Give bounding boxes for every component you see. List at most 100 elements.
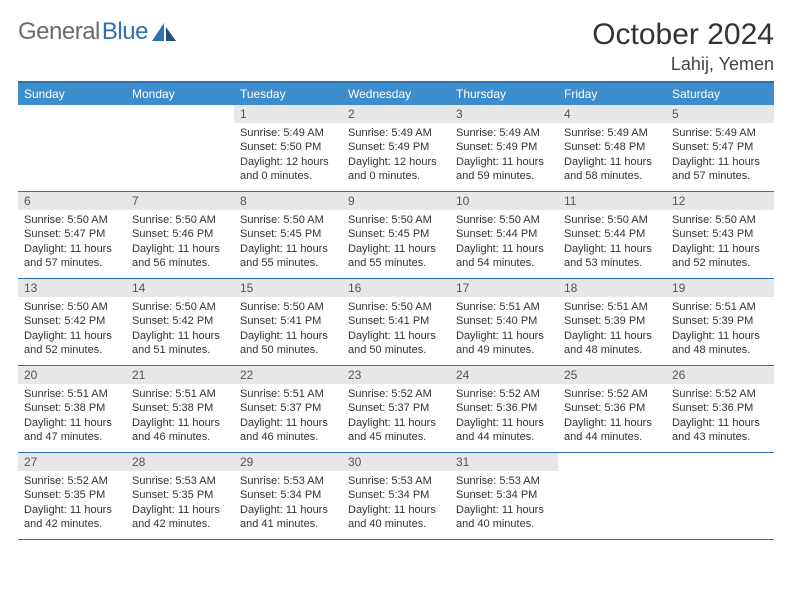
day-info: Sunrise: 5:50 AMSunset: 5:47 PMDaylight:… [18, 210, 126, 270]
day-info: Sunrise: 5:49 AMSunset: 5:49 PMDaylight:… [450, 123, 558, 183]
sunset-line: Sunset: 5:42 PM [24, 314, 120, 328]
daylight-line: Daylight: 11 hours and 44 minutes. [564, 416, 660, 445]
daylight-line: Daylight: 11 hours and 56 minutes. [132, 242, 228, 271]
calendar-week: 27Sunrise: 5:52 AMSunset: 5:35 PMDayligh… [18, 453, 774, 540]
sunset-line: Sunset: 5:41 PM [240, 314, 336, 328]
sunset-line: Sunset: 5:46 PM [132, 227, 228, 241]
daylight-line: Daylight: 11 hours and 40 minutes. [348, 503, 444, 532]
sunrise-line: Sunrise: 5:49 AM [240, 126, 336, 140]
day-info: Sunrise: 5:50 AMSunset: 5:41 PMDaylight:… [342, 297, 450, 357]
calendar-cell: 29Sunrise: 5:53 AMSunset: 5:34 PMDayligh… [234, 453, 342, 539]
weekday-label: Tuesday [234, 83, 342, 105]
day-number: 30 [342, 453, 450, 471]
day-info: Sunrise: 5:52 AMSunset: 5:36 PMDaylight:… [666, 384, 774, 444]
calendar-cell: 28Sunrise: 5:53 AMSunset: 5:35 PMDayligh… [126, 453, 234, 539]
sunset-line: Sunset: 5:44 PM [564, 227, 660, 241]
sunrise-line: Sunrise: 5:49 AM [672, 126, 768, 140]
sunrise-line: Sunrise: 5:53 AM [132, 474, 228, 488]
sunset-line: Sunset: 5:44 PM [456, 227, 552, 241]
sunrise-line: Sunrise: 5:50 AM [564, 213, 660, 227]
daylight-line: Daylight: 12 hours and 0 minutes. [348, 155, 444, 184]
day-info: Sunrise: 5:50 AMSunset: 5:41 PMDaylight:… [234, 297, 342, 357]
sunrise-line: Sunrise: 5:52 AM [348, 387, 444, 401]
sunrise-line: Sunrise: 5:50 AM [672, 213, 768, 227]
daylight-line: Daylight: 11 hours and 54 minutes. [456, 242, 552, 271]
sunrise-line: Sunrise: 5:50 AM [240, 300, 336, 314]
brand-part1: General [18, 18, 100, 46]
sunrise-line: Sunrise: 5:50 AM [348, 300, 444, 314]
sunset-line: Sunset: 5:47 PM [672, 140, 768, 154]
calendar-cell: 4Sunrise: 5:49 AMSunset: 5:48 PMDaylight… [558, 105, 666, 191]
day-number: 18 [558, 279, 666, 297]
day-number: 25 [558, 366, 666, 384]
calendar-cell: 2Sunrise: 5:49 AMSunset: 5:49 PMDaylight… [342, 105, 450, 191]
daylight-line: Daylight: 11 hours and 55 minutes. [348, 242, 444, 271]
day-info: Sunrise: 5:51 AMSunset: 5:39 PMDaylight:… [558, 297, 666, 357]
day-number: 9 [342, 192, 450, 210]
weekday-label: Friday [558, 83, 666, 105]
day-info: Sunrise: 5:50 AMSunset: 5:43 PMDaylight:… [666, 210, 774, 270]
sunset-line: Sunset: 5:36 PM [564, 401, 660, 415]
sunset-line: Sunset: 5:38 PM [24, 401, 120, 415]
calendar-cell: 24Sunrise: 5:52 AMSunset: 5:36 PMDayligh… [450, 366, 558, 452]
day-number: 29 [234, 453, 342, 471]
calendar-cell: 7Sunrise: 5:50 AMSunset: 5:46 PMDaylight… [126, 192, 234, 278]
sunrise-line: Sunrise: 5:52 AM [24, 474, 120, 488]
day-number: 21 [126, 366, 234, 384]
day-info: Sunrise: 5:53 AMSunset: 5:34 PMDaylight:… [342, 471, 450, 531]
calendar-grid: ..1Sunrise: 5:49 AMSunset: 5:50 PMDaylig… [18, 105, 774, 540]
sunset-line: Sunset: 5:39 PM [672, 314, 768, 328]
day-number: 16 [342, 279, 450, 297]
weekday-label: Thursday [450, 83, 558, 105]
day-number: 4 [558, 105, 666, 123]
calendar-cell: 19Sunrise: 5:51 AMSunset: 5:39 PMDayligh… [666, 279, 774, 365]
sunrise-line: Sunrise: 5:51 AM [456, 300, 552, 314]
day-number: 5 [666, 105, 774, 123]
calendar-cell: 18Sunrise: 5:51 AMSunset: 5:39 PMDayligh… [558, 279, 666, 365]
day-info: Sunrise: 5:52 AMSunset: 5:36 PMDaylight:… [450, 384, 558, 444]
day-number: 22 [234, 366, 342, 384]
calendar-cell: 17Sunrise: 5:51 AMSunset: 5:40 PMDayligh… [450, 279, 558, 365]
day-info: Sunrise: 5:51 AMSunset: 5:38 PMDaylight:… [18, 384, 126, 444]
calendar-week: 20Sunrise: 5:51 AMSunset: 5:38 PMDayligh… [18, 366, 774, 453]
day-number: 1 [234, 105, 342, 123]
day-number: 23 [342, 366, 450, 384]
sunrise-line: Sunrise: 5:49 AM [456, 126, 552, 140]
weekday-label: Monday [126, 83, 234, 105]
day-number: 2 [342, 105, 450, 123]
calendar-cell: 22Sunrise: 5:51 AMSunset: 5:37 PMDayligh… [234, 366, 342, 452]
day-info: Sunrise: 5:53 AMSunset: 5:34 PMDaylight:… [450, 471, 558, 531]
calendar-cell: 23Sunrise: 5:52 AMSunset: 5:37 PMDayligh… [342, 366, 450, 452]
day-info: Sunrise: 5:53 AMSunset: 5:35 PMDaylight:… [126, 471, 234, 531]
sunset-line: Sunset: 5:36 PM [672, 401, 768, 415]
daylight-line: Daylight: 11 hours and 42 minutes. [24, 503, 120, 532]
sunrise-line: Sunrise: 5:50 AM [348, 213, 444, 227]
day-number: 12 [666, 192, 774, 210]
day-info: Sunrise: 5:51 AMSunset: 5:38 PMDaylight:… [126, 384, 234, 444]
daylight-line: Daylight: 11 hours and 42 minutes. [132, 503, 228, 532]
daylight-line: Daylight: 11 hours and 48 minutes. [564, 329, 660, 358]
daylight-line: Daylight: 11 hours and 55 minutes. [240, 242, 336, 271]
sunset-line: Sunset: 5:50 PM [240, 140, 336, 154]
sunrise-line: Sunrise: 5:49 AM [564, 126, 660, 140]
day-info: Sunrise: 5:50 AMSunset: 5:45 PMDaylight:… [234, 210, 342, 270]
day-number: 10 [450, 192, 558, 210]
day-info: Sunrise: 5:52 AMSunset: 5:37 PMDaylight:… [342, 384, 450, 444]
daylight-line: Daylight: 11 hours and 57 minutes. [672, 155, 768, 184]
sunset-line: Sunset: 5:43 PM [672, 227, 768, 241]
sunset-line: Sunset: 5:47 PM [24, 227, 120, 241]
day-number: 28 [126, 453, 234, 471]
day-number: 14 [126, 279, 234, 297]
sunset-line: Sunset: 5:37 PM [348, 401, 444, 415]
calendar-cell: 20Sunrise: 5:51 AMSunset: 5:38 PMDayligh… [18, 366, 126, 452]
sunrise-line: Sunrise: 5:50 AM [24, 213, 120, 227]
daylight-line: Daylight: 11 hours and 52 minutes. [24, 329, 120, 358]
daylight-line: Daylight: 11 hours and 59 minutes. [456, 155, 552, 184]
daylight-line: Daylight: 11 hours and 48 minutes. [672, 329, 768, 358]
sunset-line: Sunset: 5:42 PM [132, 314, 228, 328]
sunrise-line: Sunrise: 5:53 AM [240, 474, 336, 488]
sunrise-line: Sunrise: 5:52 AM [672, 387, 768, 401]
daylight-line: Daylight: 11 hours and 47 minutes. [24, 416, 120, 445]
sunset-line: Sunset: 5:36 PM [456, 401, 552, 415]
calendar-cell: 15Sunrise: 5:50 AMSunset: 5:41 PMDayligh… [234, 279, 342, 365]
